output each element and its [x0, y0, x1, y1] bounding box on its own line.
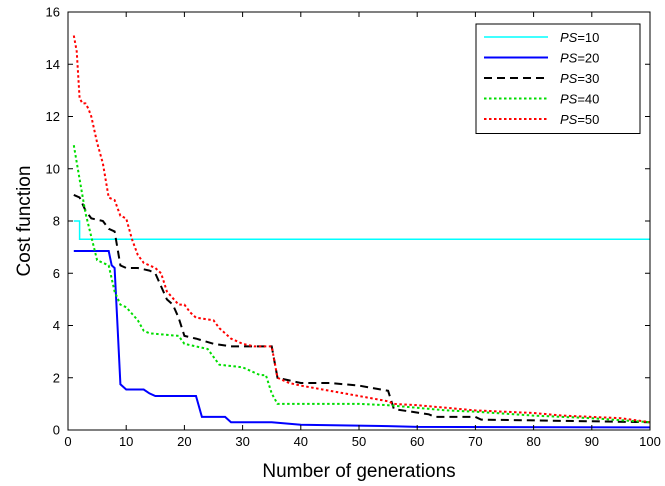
- y-tick-label: 10: [46, 161, 60, 176]
- x-tick-label: 60: [410, 434, 424, 449]
- x-axis-title: Number of generations: [262, 461, 455, 482]
- x-tick-label: 10: [119, 434, 133, 449]
- y-tick-label: 6: [53, 266, 60, 281]
- legend-label-italic: PS: [560, 112, 578, 127]
- x-tick-label: 30: [235, 434, 249, 449]
- series-line-ps40: [72, 145, 650, 424]
- x-tick-label: 90: [585, 434, 599, 449]
- legend-label-value: =50: [577, 112, 599, 127]
- legend-label-value: =40: [577, 92, 599, 107]
- legend-label: PS=10: [560, 30, 599, 45]
- y-tick-label: 16: [46, 5, 60, 20]
- y-axis-title: Cost function: [14, 166, 35, 277]
- x-tick-label: 100: [639, 434, 661, 449]
- legend-label-italic: PS: [560, 92, 578, 107]
- x-tick-label: 70: [468, 434, 482, 449]
- legend-label-value: =10: [577, 30, 599, 45]
- legend-label: PS=20: [560, 51, 599, 66]
- series-line-ps50: [72, 35, 650, 424]
- y-tick-label: 8: [53, 214, 60, 229]
- legend-label-value: =20: [577, 51, 599, 66]
- x-tick-label: 20: [177, 434, 191, 449]
- y-tick-label: 0: [53, 423, 60, 438]
- x-tick-label: 0: [64, 434, 71, 449]
- legend-label: PS=40: [560, 92, 599, 107]
- legend-label-italic: PS: [560, 30, 578, 45]
- legend-label-italic: PS: [560, 71, 578, 86]
- y-tick-label: 4: [53, 318, 60, 333]
- legend-label-value: =30: [577, 71, 599, 86]
- legend-label: PS=50: [560, 112, 599, 127]
- series-line-ps10: [73, 220, 650, 241]
- ticks: 0 10 20 30 40 50 60 70 80 90 100 0 2 4 6 8 10 12 14 16: [46, 5, 661, 450]
- legend-label-italic: PS: [560, 51, 578, 66]
- legend-label: PS=30: [560, 71, 599, 86]
- y-tick-label: 12: [46, 109, 60, 124]
- series-line-ps20: [73, 250, 650, 429]
- series-group: [72, 35, 650, 429]
- x-tick-label: 50: [352, 434, 366, 449]
- y-tick-label: 14: [46, 57, 60, 72]
- x-tick-label: 80: [526, 434, 540, 449]
- x-tick-label: 40: [294, 434, 308, 449]
- y-tick-label: 2: [53, 370, 60, 385]
